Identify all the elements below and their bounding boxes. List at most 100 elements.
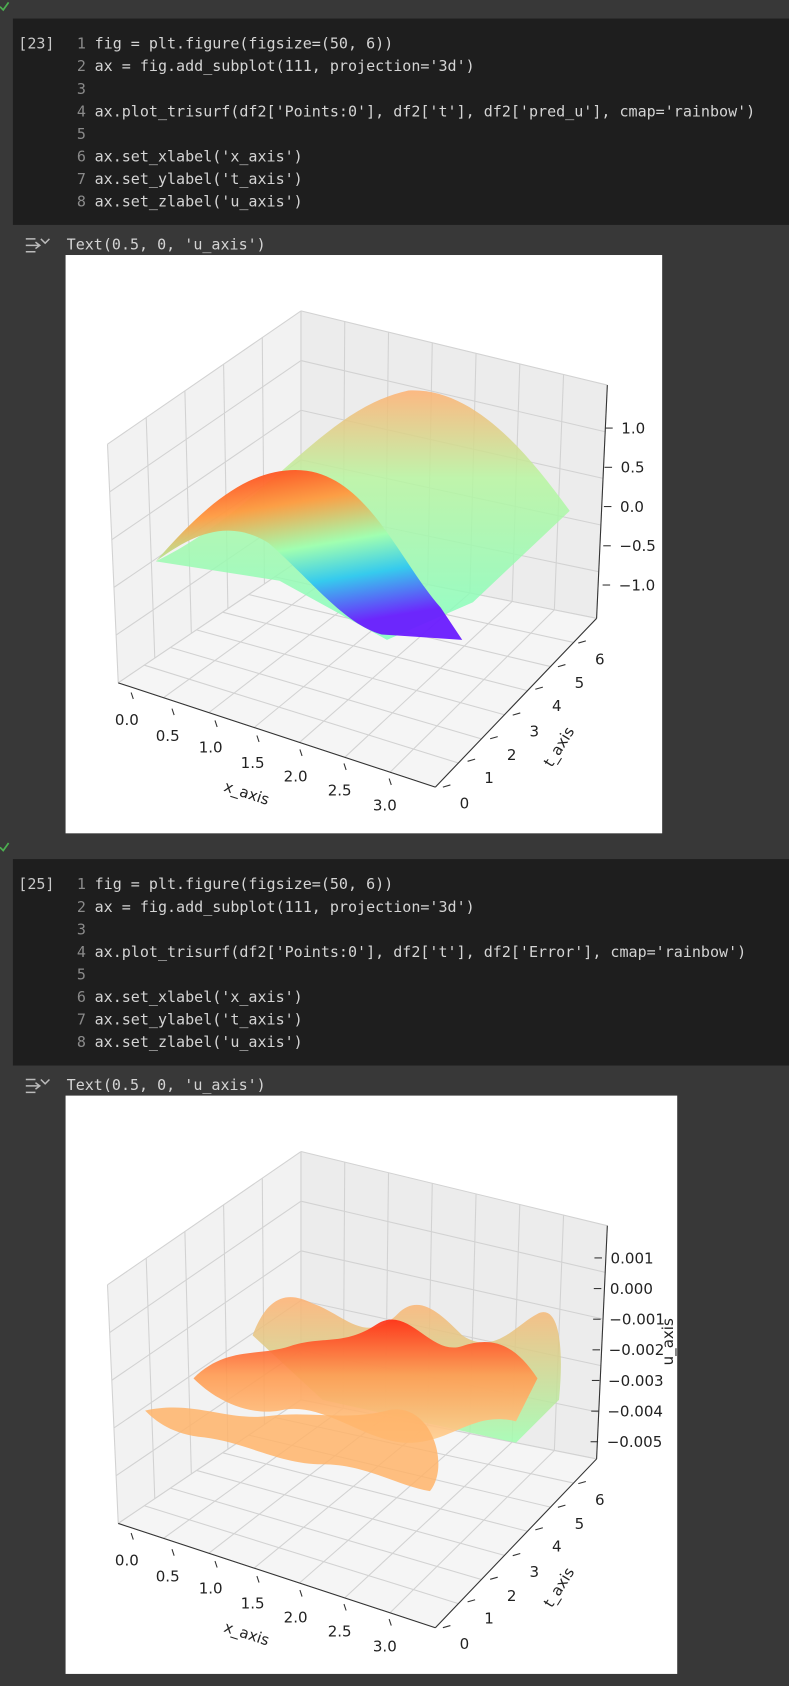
y-tick-mark [512,712,521,716]
code-line: ax.plot_trisurf(df2['Points:0'], df2['t'… [95,102,756,120]
x-tick-mark [388,1618,392,1626]
pane-grid-line [170,647,482,740]
y-tick-label: 2 [507,1587,517,1605]
pane-grid-line [106,1284,119,1524]
line-number: 6 [77,988,86,1006]
x-tick-label: 3.0 [373,1637,397,1655]
y-tick-mark [467,758,476,762]
line-number: 7 [77,1011,86,1029]
y-tick-label: 6 [595,651,605,669]
pane-grid-line [344,1441,513,1599]
z-tick-label: −0.001 [609,1311,665,1329]
pane-grid-line [111,1250,302,1381]
line-number: 6 [77,147,86,165]
y-tick-mark [535,686,543,690]
line-number: 4 [77,102,86,120]
line-number: 1 [77,35,86,53]
axis-line [118,682,436,788]
pane-grid-line [106,444,119,683]
y-tick-label: 5 [575,674,585,692]
x-tick-label: 1.5 [241,754,265,772]
run-status-icon [0,1,10,12]
x-tick-mark [256,735,260,743]
notebook-cell: [23] 1 fig = plt.figure(figsize=(50, 6))2 a… [0,1,789,834]
run-status-icon [0,842,10,852]
axis-line [434,1458,597,1629]
x-tick-mark [388,778,392,786]
z-tick-label: −0.005 [607,1433,663,1451]
y-tick-label: 3 [529,1563,539,1581]
pane [107,310,301,683]
x-tick-label: 2.0 [284,1608,308,1626]
z-tick-label: 1.0 [621,419,645,437]
z-tick-label: 0.000 [610,1280,653,1298]
y-tick-mark [512,1553,521,1557]
pane-grid-line [223,1204,229,1450]
y-tick-label: 1 [484,769,494,787]
x-tick-mark [214,1560,218,1568]
code-line: fig = plt.figure(figsize=(50, 6)) [95,875,394,893]
surface [145,1407,439,1492]
execution-count: [25] [18,875,54,893]
code-line: ax.set_zlabel('u_axis') [95,193,303,211]
y-tick-mark [442,1625,451,1629]
output-icon [25,238,50,253]
line-number: 2 [77,57,86,75]
y-tick-mark [467,1599,476,1603]
code-line: ax.set_zlabel('u_axis') [95,1033,303,1051]
pane-grid-line [107,1151,302,1286]
pane-grid-line [299,1433,471,1584]
pane-grid-line [196,629,505,716]
code-line: ax = fig.add_subplot(111, projection='3d… [95,57,475,75]
pane-grid-line [553,374,565,610]
z-tick-label: −0.002 [609,1341,665,1359]
x-tick-mark [256,1575,260,1583]
z-axis-label: u_axis [659,1318,678,1365]
z-tick-label: −1.0 [619,576,656,594]
y-tick-label: 4 [552,1537,562,1555]
y-tick-mark [535,1527,543,1531]
x-tick-label: 2.5 [328,782,352,800]
x-tick-mark [130,1532,134,1540]
code-cell [12,18,789,225]
pane-grid-line [300,310,608,386]
y-tick-label: 4 [552,697,562,715]
code-line: ax = fig.add_subplot(111, projection='3d… [95,898,475,916]
code-line: fig = plt.figure(figsize=(50, 6)) [95,35,394,53]
z-tick-label: 0.5 [621,459,645,477]
pane-grid-line [553,1215,565,1451]
notebook-cell: [25] 1 fig = plt.figure(figsize=(50, 6))2 a… [0,842,789,1674]
pane-grid-line [184,390,192,634]
x-tick-mark [299,749,303,757]
pane-grid-line [145,417,156,659]
pane-grid-line [300,360,606,433]
y-tick-label: 2 [507,746,517,764]
y-tick-label: 1 [484,1609,494,1627]
y-tick-mark [557,1504,566,1508]
execution-count: [23] [18,35,54,53]
line-number: 3 [77,920,86,938]
line-number: 3 [77,80,86,98]
pane-grid-line [111,409,302,541]
pane-grid-line [300,1250,604,1320]
y-tick-label: 5 [575,1515,585,1533]
pane-grid-line [300,1150,608,1227]
y-tick-label: 0 [460,1635,470,1653]
line-number: 8 [77,1033,86,1051]
z-tick-label: −0.5 [619,537,656,555]
z-tick-label: 0.001 [611,1249,654,1267]
x-tick-label: 0.0 [115,711,139,729]
surface [193,1319,538,1443]
y-tick-label: 3 [529,723,539,741]
pane-grid-line [300,1200,606,1273]
output-icon [25,1078,50,1094]
line-number: 2 [77,898,86,916]
axis-line [118,1522,436,1629]
surface [155,469,463,640]
x-tick-label: 2.0 [284,768,308,786]
x-tick-label: 0.5 [156,1567,180,1585]
code-cell [12,859,789,1066]
pane-grid-line [109,360,302,493]
code-line: ax.set_ylabel('t_axis') [95,1011,303,1029]
